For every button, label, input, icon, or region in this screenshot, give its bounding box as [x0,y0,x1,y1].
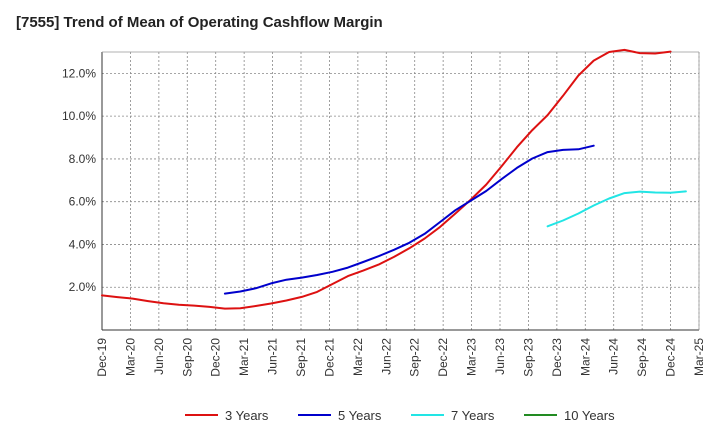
x-tick-label: Jun-24 [607,338,621,375]
grid-lines [101,52,700,330]
legend: 3 Years 5 Years 7 Years 10 Years [185,408,615,423]
x-axis-ticks: Dec-19 Mar-20 Jun-20 Sep-20 Dec-20 Mar-21 Jun-… [95,338,706,377]
x-tick-label: Jun-21 [266,338,280,375]
x-tick-label: Dec-20 [209,338,223,377]
x-tick-label: Mar-23 [465,338,479,376]
legend-label: 10 Years [564,408,615,423]
y-tick-label: 2.0% [69,280,97,294]
x-tick-label: Mar-25 [692,338,706,376]
series-line-5-years [223,144,595,295]
y-tick-label: 4.0% [69,237,97,251]
y-tick-label: 12.0% [62,66,96,80]
legend-label: 5 Years [338,408,382,423]
x-tick-label: Mar-22 [351,338,365,376]
legend-label: 3 Years [225,408,269,423]
x-tick-label: Sep-22 [408,338,422,377]
chart-title: [7555] Trend of Mean of Operating Cashfl… [16,14,383,31]
x-tick-label: Dec-24 [664,338,678,377]
y-tick-label: 8.0% [69,152,97,166]
x-tick-label: Jun-22 [379,338,393,375]
y-tick-label: 10.0% [62,109,96,123]
y-tick-label: 6.0% [69,195,97,209]
x-tick-label: Dec-22 [436,338,450,377]
axes [101,51,700,331]
x-tick-label: Mar-21 [237,338,251,376]
x-tick-label: Sep-23 [521,338,535,377]
x-tick-label: Dec-23 [550,338,564,377]
x-tick-label: Sep-24 [635,338,649,377]
legend-label: 7 Years [451,408,495,423]
x-tick-label: Dec-19 [95,338,109,377]
series-line-3-years [101,48,672,310]
plot-background [102,52,699,330]
x-tick-label: Dec-21 [322,338,336,377]
plot-area [102,52,699,330]
x-tick-label: Sep-20 [180,338,194,377]
x-tick-label: Jun-20 [152,338,166,375]
x-tick-label: Sep-21 [294,338,308,377]
y-axis-ticks: 2.0% 4.0% 6.0% 8.0% 10.0% 12.0% [62,66,96,294]
x-tick-label: Mar-20 [123,338,137,376]
x-tick-label: Mar-24 [578,338,592,376]
series-line-7-years [546,190,687,228]
series-lines [101,48,687,310]
x-tick-label: Jun-23 [493,338,507,375]
